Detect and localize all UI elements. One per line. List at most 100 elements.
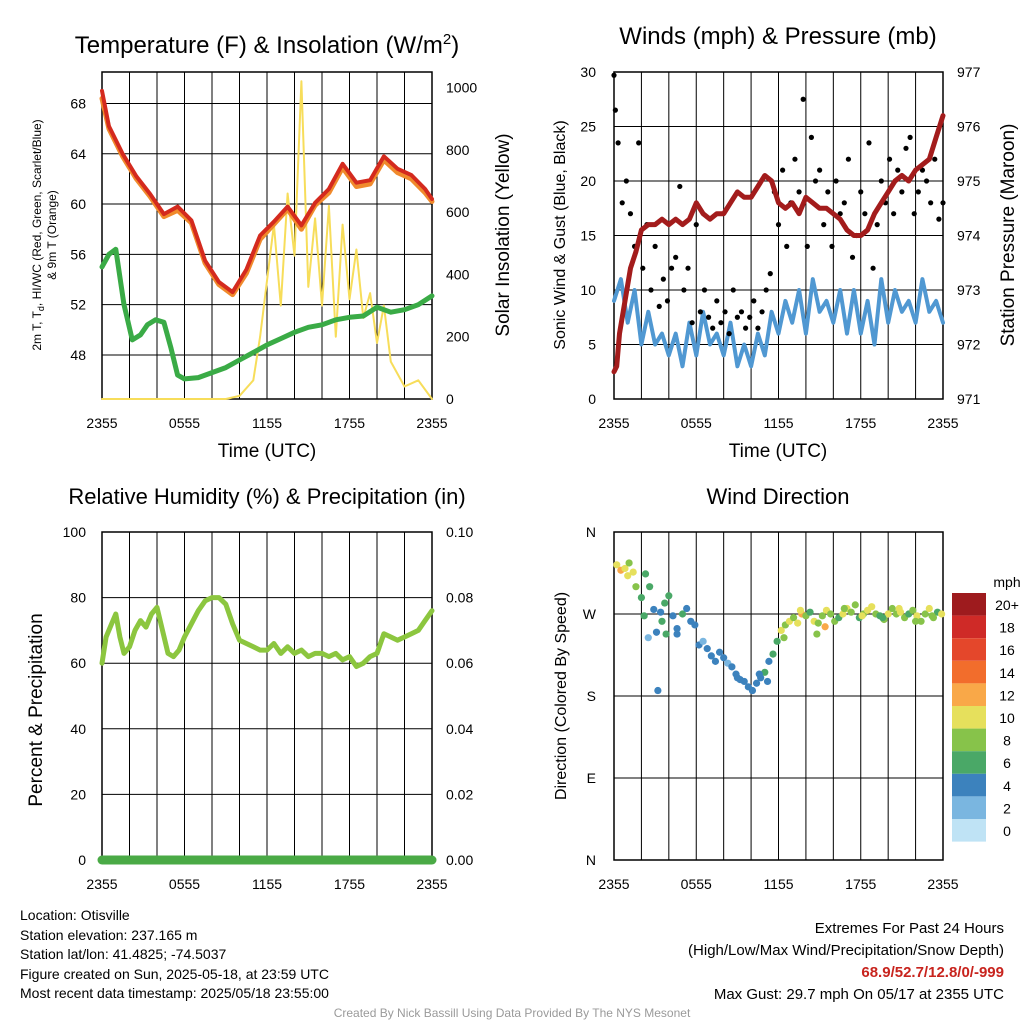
direction-point <box>632 583 640 591</box>
gust-point <box>845 156 852 162</box>
gust-point <box>817 167 823 173</box>
y-tick-label-left: 30 <box>580 64 596 80</box>
legend-swatch <box>952 660 986 684</box>
y-axis-label-left: Sonic Wind & Gust (Blue, Black) <box>552 120 569 349</box>
gust-point <box>874 222 880 228</box>
credit-text: Created By Nick Bassill Using Data Provi… <box>333 1006 691 1020</box>
gust-point <box>829 243 835 249</box>
gust-point <box>656 303 662 309</box>
gust-point <box>825 189 831 195</box>
panel-title: Winds (mph) & Pressure (mb) <box>619 23 936 50</box>
y-tick-label-left: S <box>587 688 596 704</box>
y-tick-label-left: E <box>587 770 596 786</box>
direction-point <box>707 652 715 660</box>
max-gust-text: Max Gust: 29.7 mph On 05/17 at 2355 UTC <box>713 986 1004 1003</box>
x-tick-label: 1155 <box>252 415 282 431</box>
direction-point <box>661 599 669 607</box>
gust-point <box>784 243 790 249</box>
gust-point <box>636 140 642 146</box>
y-tick-label-right: 0.08 <box>446 590 473 606</box>
gust-point <box>907 134 913 140</box>
y-tick-label-left: 64 <box>70 146 86 162</box>
extremes-info: Extremes For Past 24 Hours (High/Low/Max… <box>688 918 1004 1006</box>
direction-point <box>715 648 724 656</box>
gust-point <box>730 287 736 293</box>
gust-point <box>886 156 893 162</box>
title-superscript: 2 <box>443 31 451 48</box>
x-tick-label: 2355 <box>598 876 629 892</box>
direction-point <box>840 604 848 613</box>
gust-point <box>866 140 872 146</box>
legend-label: 16 <box>999 642 1015 658</box>
direction-point <box>796 606 805 614</box>
legend-label: 10 <box>999 710 1015 726</box>
direction-point <box>658 617 666 625</box>
x-tick-label: 1155 <box>763 415 793 431</box>
direction-point <box>761 668 769 676</box>
x-tick-label: 2355 <box>416 415 447 431</box>
winds-pressure-panel: 2355 0555 1155 1755 235505101520253097197297… <box>552 23 1019 462</box>
gust-point <box>627 211 634 217</box>
y-tick-label-left: 25 <box>580 119 596 135</box>
gust-point <box>928 200 934 206</box>
gust-point <box>751 298 757 304</box>
gust-point <box>640 265 646 271</box>
direction-point <box>909 606 917 614</box>
direction-point <box>814 619 822 627</box>
x-tick-label: 1755 <box>845 415 876 431</box>
gust-point <box>878 178 884 184</box>
direction-point <box>650 605 658 614</box>
y-axis-label-left: Percent & Precipitation <box>26 613 47 806</box>
direction-point <box>673 630 681 638</box>
gust-point <box>862 211 868 217</box>
gust-point <box>895 167 901 173</box>
y-tick-label-right: 0.02 <box>446 786 473 802</box>
direction-point <box>911 617 920 625</box>
direction-point <box>780 634 788 642</box>
latlon-text: Station lat/lon: 41.4825; -74.5037 <box>20 946 227 963</box>
gust-point <box>849 254 856 260</box>
direction-point <box>678 610 687 618</box>
gust-point <box>734 314 740 320</box>
legend-swatch <box>952 819 986 842</box>
direction-point <box>665 592 673 600</box>
legend-swatch <box>952 728 986 752</box>
x-tick-label: 0555 <box>681 415 712 431</box>
y-tick-label-right: 974 <box>957 228 981 244</box>
humidity-precip-panel: 2355 0555 1155 1755 23550204060801000.000.02… <box>26 484 473 892</box>
direction-point <box>806 608 814 616</box>
label-subscript: d <box>36 306 46 311</box>
panel-title: Relative Humidity (%) & Precipitation (i… <box>68 484 465 509</box>
gust-point <box>767 271 773 277</box>
legend-label: 18 <box>999 620 1015 636</box>
direction-point <box>868 603 876 611</box>
gust-point <box>792 156 798 162</box>
y-tick-label-right: 0.06 <box>446 655 473 671</box>
direction-point <box>917 617 925 625</box>
y-tick-label-right: 0 <box>446 391 454 407</box>
legend-swatch <box>952 796 986 819</box>
direction-point <box>826 610 835 618</box>
gust-point <box>697 309 703 315</box>
y-tick-label-right: 971 <box>957 391 981 407</box>
legend-swatch <box>952 638 986 661</box>
y-tick-label-right: 200 <box>446 329 470 345</box>
direction-point <box>773 637 781 645</box>
direction-point <box>789 614 798 622</box>
gust-point <box>685 265 691 271</box>
direction-point <box>621 564 629 573</box>
gust-point <box>804 243 810 249</box>
legend-label: 6 <box>1003 755 1011 771</box>
series-pressure <box>611 113 946 375</box>
direction-point <box>740 677 748 686</box>
gust-point <box>747 314 753 320</box>
y-tick-label-left: 15 <box>580 228 596 244</box>
panel-title: Temperature (F) & Insolation (W/m2) <box>75 31 459 59</box>
y-axis-label-right: Station Pressure (Maroon) <box>998 124 1019 347</box>
y-tick-label-left: 48 <box>70 347 86 363</box>
direction-point <box>613 561 621 569</box>
y-tick-label-left: 68 <box>70 95 86 111</box>
gust-point <box>858 189 864 195</box>
direction-point <box>879 614 887 622</box>
